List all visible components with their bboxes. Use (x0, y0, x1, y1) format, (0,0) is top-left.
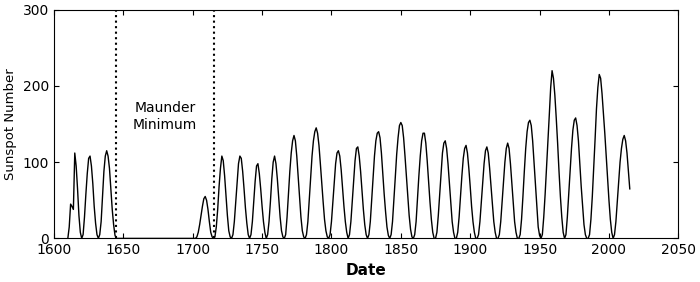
Y-axis label: Sunspot Number: Sunspot Number (4, 68, 18, 180)
X-axis label: Date: Date (346, 263, 386, 278)
Text: Maunder
Minimum: Maunder Minimum (133, 101, 197, 131)
